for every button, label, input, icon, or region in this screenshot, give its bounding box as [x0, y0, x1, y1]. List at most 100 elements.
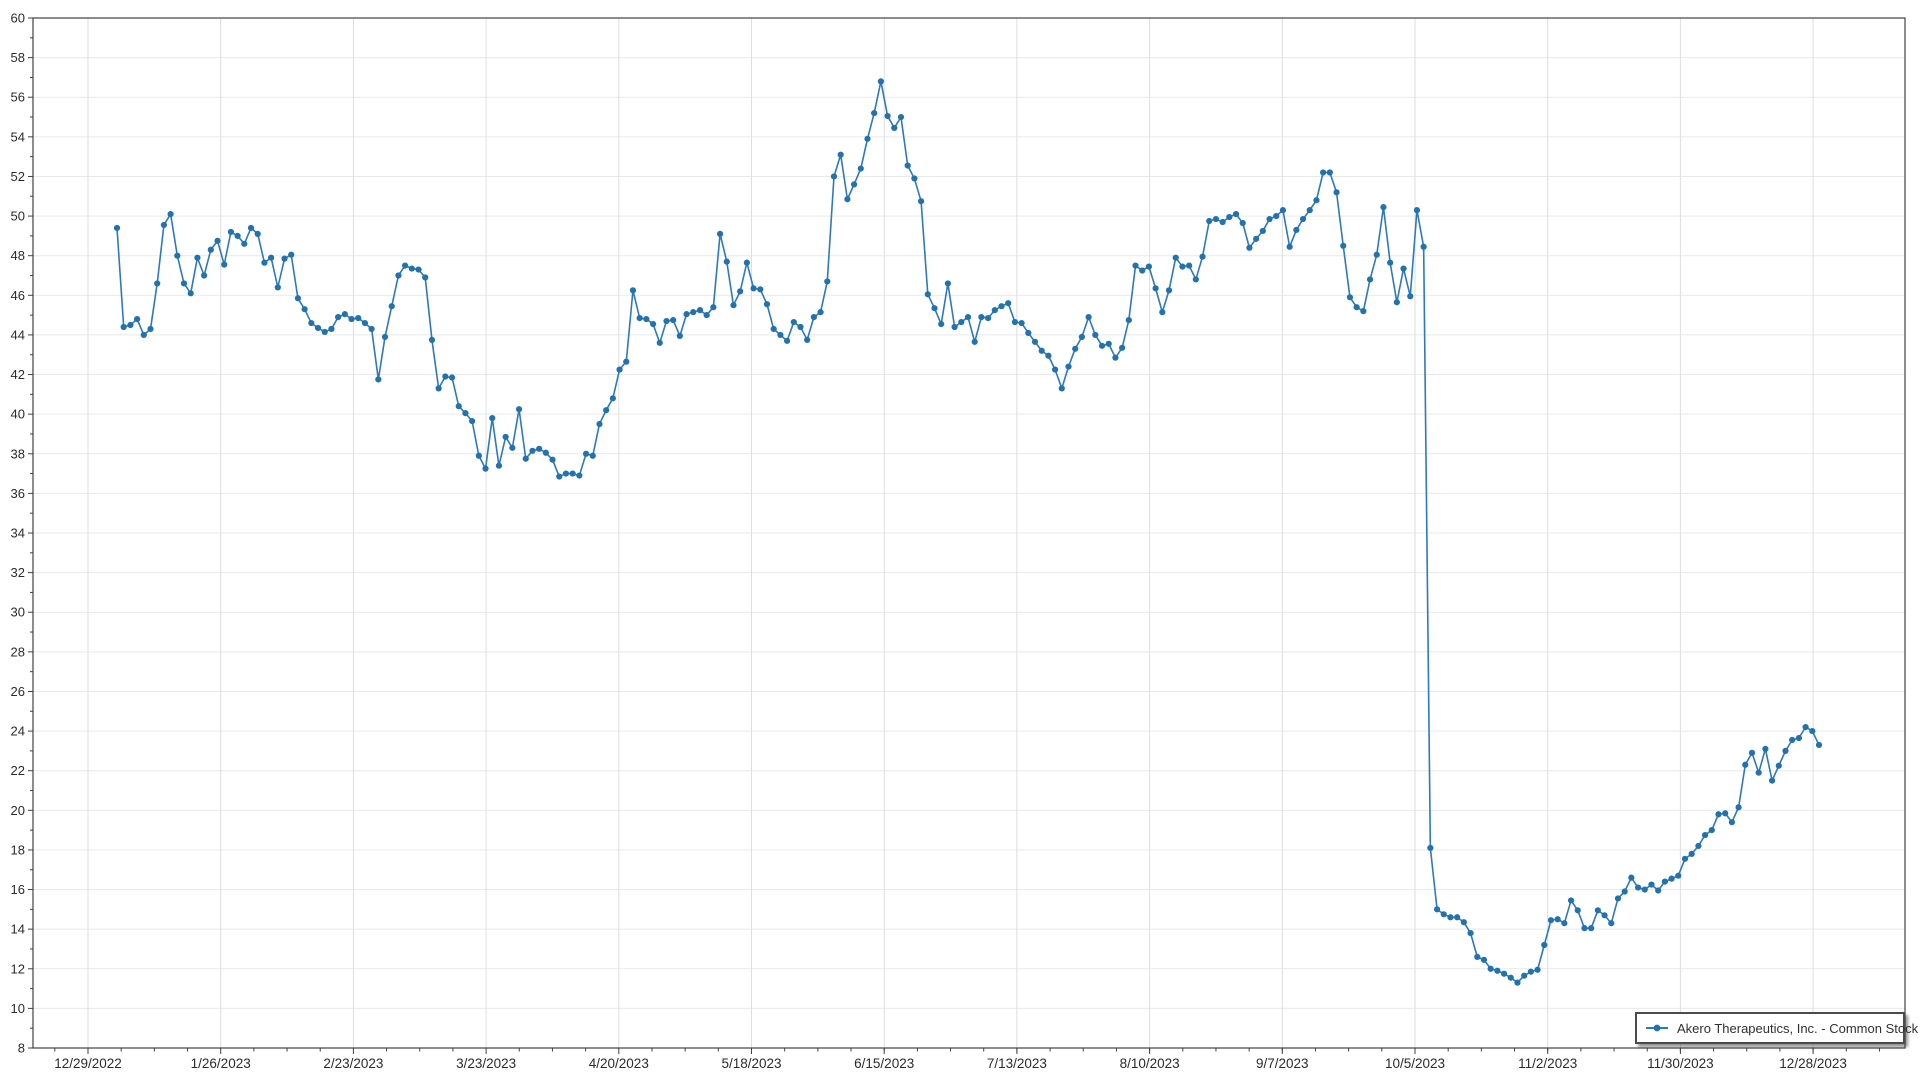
data-point[interactable] [355, 314, 362, 322]
data-point[interactable] [1521, 972, 1528, 979]
data-point[interactable] [408, 265, 415, 272]
data-point[interactable] [375, 376, 382, 383]
data-point[interactable] [556, 473, 563, 480]
data-point[interactable] [160, 221, 168, 229]
data-point[interactable] [1393, 299, 1400, 306]
data-point[interactable] [1487, 965, 1494, 972]
data-point[interactable] [750, 285, 757, 292]
data-point[interactable] [616, 366, 623, 373]
data-point[interactable] [1299, 215, 1307, 223]
data-point[interactable] [603, 407, 610, 414]
data-point[interactable] [1601, 912, 1608, 919]
data-point[interactable] [489, 415, 496, 422]
data-point[interactable] [790, 318, 797, 326]
data-point[interactable] [147, 325, 154, 333]
data-point[interactable] [1433, 906, 1441, 913]
data-point[interactable] [1567, 897, 1575, 904]
data-point[interactable] [180, 280, 188, 287]
data-point[interactable] [1105, 340, 1112, 347]
data-point[interactable] [770, 325, 777, 333]
data-point[interactable] [1259, 227, 1266, 235]
data-point[interactable] [335, 314, 342, 321]
data-point[interactable] [1072, 345, 1079, 352]
data-point[interactable] [167, 211, 174, 218]
data-point[interactable] [884, 112, 891, 120]
data-point[interactable] [1246, 244, 1253, 251]
data-point[interactable] [268, 254, 275, 261]
data-point[interactable] [1507, 974, 1514, 981]
data-point[interactable] [1360, 308, 1367, 315]
data-point[interactable] [328, 325, 335, 333]
data-point[interactable] [844, 196, 851, 203]
data-point[interactable] [154, 280, 161, 287]
data-point[interactable] [1199, 253, 1206, 260]
data-point[interactable] [944, 280, 952, 287]
data-point[interactable] [1407, 293, 1414, 300]
data-point[interactable] [536, 445, 543, 452]
data-point[interactable] [274, 284, 281, 291]
data-point[interactable] [1346, 294, 1354, 301]
data-point[interactable] [542, 449, 549, 456]
data-point[interactable] [824, 278, 831, 285]
data-point[interactable] [710, 304, 717, 311]
data-point[interactable] [462, 410, 469, 417]
data-point[interactable] [1795, 734, 1802, 742]
data-point[interactable] [422, 274, 429, 281]
data-point[interactable] [1802, 724, 1809, 731]
data-point[interactable] [1735, 804, 1742, 811]
data-point[interactable] [911, 175, 918, 182]
data-point[interactable] [1018, 319, 1025, 327]
data-point[interactable] [469, 417, 476, 425]
data-point[interactable] [1789, 736, 1796, 744]
data-point[interactable] [804, 336, 811, 343]
data-point[interactable] [428, 336, 436, 343]
data-point[interactable] [837, 151, 844, 158]
data-point[interactable] [723, 258, 730, 265]
data-point[interactable] [529, 447, 536, 454]
data-point[interactable] [1554, 916, 1561, 923]
data-point[interactable] [797, 323, 804, 331]
data-point[interactable] [1293, 226, 1300, 234]
data-point[interactable] [194, 254, 201, 261]
data-point[interactable] [1420, 243, 1427, 250]
data-point[interactable] [562, 470, 570, 477]
data-point[interactable] [1212, 215, 1220, 223]
data-point[interactable] [596, 420, 603, 428]
data-point[interactable] [348, 315, 355, 323]
data-point[interactable] [1179, 263, 1186, 270]
data-point[interactable] [1715, 811, 1722, 818]
data-point[interactable] [1239, 219, 1246, 227]
data-point[interactable] [341, 311, 348, 318]
data-point[interactable] [1052, 366, 1059, 373]
data-point[interactable] [1427, 844, 1434, 852]
data-point[interactable] [683, 311, 690, 318]
data-point[interactable] [1192, 276, 1199, 283]
data-point[interactable] [187, 290, 194, 297]
data-point[interactable] [1588, 925, 1595, 932]
data-point[interactable] [113, 224, 121, 232]
data-point[interactable] [522, 455, 529, 462]
data-point[interactable] [964, 314, 972, 321]
data-point[interactable] [1775, 762, 1782, 769]
data-point[interactable] [1514, 979, 1521, 986]
data-point[interactable] [1574, 907, 1581, 914]
data-point[interactable] [1152, 285, 1159, 292]
data-point[interactable] [227, 228, 235, 236]
data-point[interactable] [448, 374, 456, 381]
data-point[interactable] [1092, 331, 1099, 339]
data-point[interactable] [1065, 363, 1072, 370]
data-point[interactable] [201, 272, 208, 279]
data-point[interactable] [971, 338, 978, 345]
data-point[interactable] [1139, 267, 1146, 274]
data-point[interactable] [1809, 727, 1816, 735]
data-point[interactable] [1031, 338, 1039, 345]
data-point[interactable] [1480, 956, 1488, 963]
data-point[interactable] [1085, 314, 1092, 321]
data-point[interactable] [1755, 769, 1762, 776]
data-point[interactable] [629, 287, 637, 294]
data-point[interactable] [261, 259, 268, 266]
data-point[interactable] [938, 320, 945, 328]
data-point[interactable] [435, 385, 442, 392]
data-point[interactable] [1742, 761, 1749, 768]
data-point[interactable] [314, 324, 322, 332]
